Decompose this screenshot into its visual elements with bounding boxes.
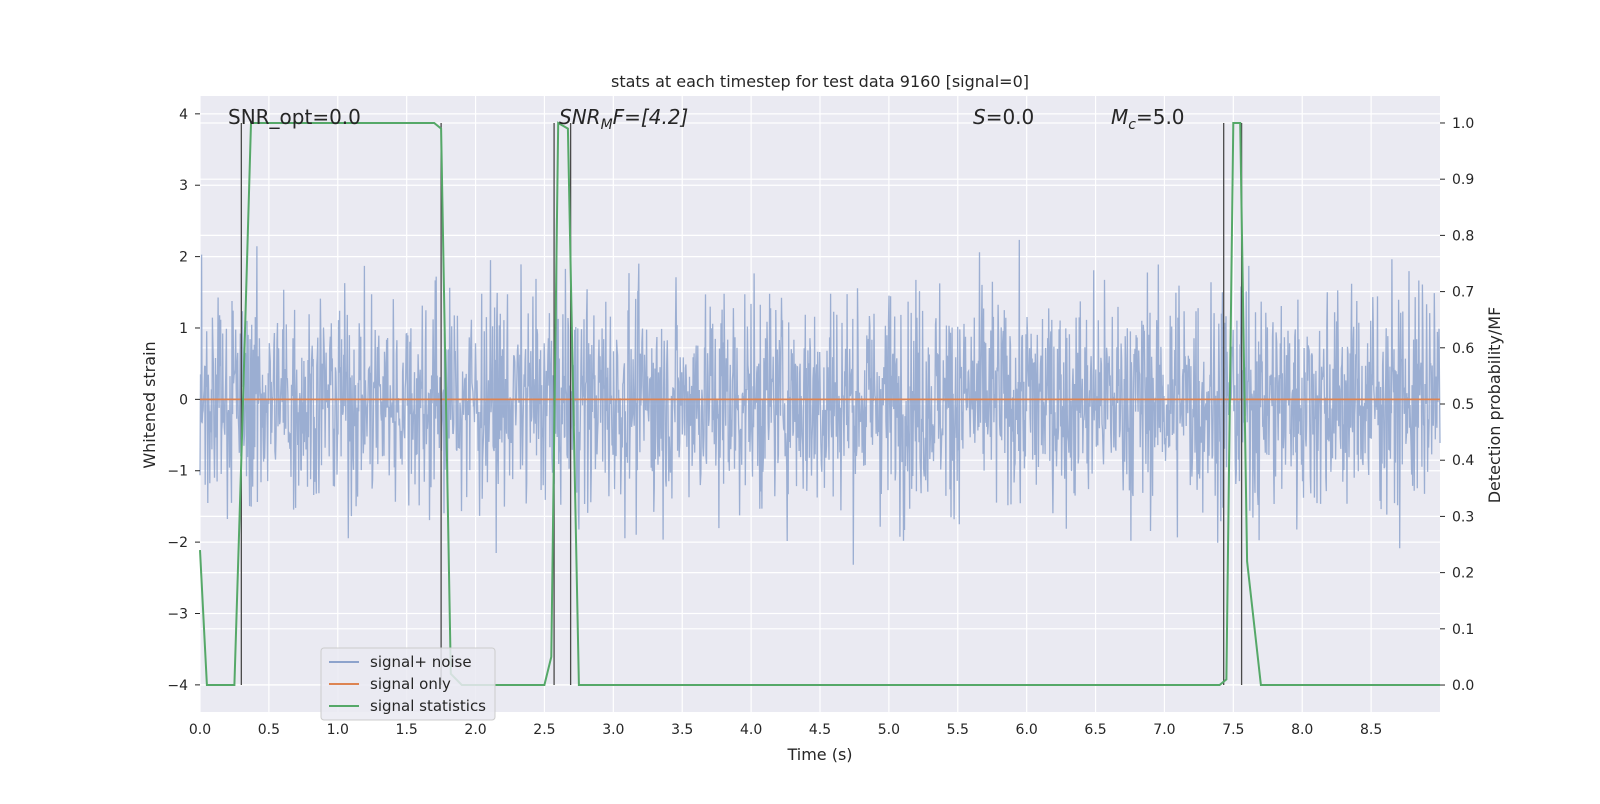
y-tick-label: 2: [179, 250, 188, 266]
tick-layer: 0.0 0.5 1.0 1.5 2.0 2.5 3.0 3.5 4.0 4.5 5.0 5.5 6.0 6…: [167, 107, 1474, 738]
y-tick-label: 3: [179, 178, 188, 194]
s-value: =0.0: [986, 105, 1035, 129]
y2-tick-label: 0.1: [1452, 622, 1474, 638]
y2-tick-label: 0.6: [1452, 341, 1474, 357]
y2-axis-label: Detection probability/MF: [1485, 307, 1504, 504]
x-tick-label: 0.0: [189, 722, 211, 738]
snr-mf-rest: F=[4.2]: [613, 105, 689, 129]
chart-title: stats at each timestep for test data 916…: [611, 72, 1029, 91]
mc-value: =5.0: [1136, 105, 1185, 129]
y-tick-label: −4: [167, 678, 188, 694]
legend-box: [320, 647, 496, 721]
series-signal-statistics: [199, 121, 1440, 686]
x-tick-label: 2.5: [533, 722, 555, 738]
y-tick-label: 4: [179, 107, 188, 123]
legend: signal+ noise signal only signal statist…: [320, 647, 496, 721]
y2-tick-label: 0.3: [1452, 509, 1474, 525]
y2-tick-label: 1.0: [1452, 116, 1474, 132]
x-tick-label: 1.0: [327, 722, 349, 738]
noise-layer: [199, 217, 1441, 565]
x-tick-label: 8.0: [1291, 722, 1313, 738]
y-tick-label: 1: [179, 321, 188, 337]
x-tick-label: 1.5: [396, 722, 418, 738]
snr-mf-f: F=[4.2]: [613, 105, 689, 129]
x-tick-label: 3.5: [671, 722, 693, 738]
x-tick-label: 5.5: [947, 722, 969, 738]
y2-tick-label: 0.8: [1452, 228, 1474, 244]
y-tick-label: −3: [167, 606, 188, 622]
x-tick-label: 2.0: [464, 722, 486, 738]
y2-tick-label: 0.0: [1452, 678, 1474, 694]
x-tick-label: 6.5: [1084, 722, 1106, 738]
snr-mf-sub: M: [601, 117, 613, 133]
y-tick-label: 0: [179, 392, 188, 408]
x-tick-label: 8.5: [1360, 722, 1382, 738]
y-tick-label: −2: [167, 535, 188, 551]
y2-tick-label: 0.5: [1452, 397, 1474, 413]
annotation-mc: Mc=5.0: [1111, 105, 1185, 133]
x-tick-label: 6.0: [1016, 722, 1038, 738]
legend-label-signal: signal only: [370, 675, 451, 693]
y2-tick-label: 0.9: [1452, 172, 1474, 188]
x-tick-label: 7.0: [1153, 722, 1175, 738]
vline-layer: [199, 121, 1440, 686]
mc-symbol: M: [1111, 105, 1128, 129]
y2-tick-label: 0.4: [1452, 453, 1474, 469]
annotation-snr-opt: SNR_opt=0.0: [228, 105, 361, 129]
annotation-s: S=0.0: [973, 105, 1034, 129]
legend-label-stats: signal statistics: [370, 697, 486, 715]
x-tick-label: 5.0: [878, 722, 900, 738]
mc-subscript: c: [1128, 117, 1136, 133]
x-tick-label: 4.0: [740, 722, 762, 738]
snr-mf-base: SNR: [559, 105, 601, 129]
y2-tick-label: 0.7: [1452, 285, 1474, 301]
y-tick-label: −1: [167, 464, 188, 480]
legend-label-noise: signal+ noise: [370, 653, 472, 671]
x-tick-label: 0.5: [258, 722, 280, 738]
series-signal-noise: [199, 217, 1441, 565]
x-axis-label: Time (s): [786, 745, 852, 764]
y-axis-label: Whitened strain: [140, 341, 159, 468]
s-symbol: S: [973, 105, 986, 129]
x-tick-label: 7.5: [1222, 722, 1244, 738]
y2-tick-label: 0.2: [1452, 566, 1474, 582]
x-tick-label: 4.5: [809, 722, 831, 738]
annotation-snr-mf: SNRMF=[4.2]: [559, 105, 688, 133]
x-tick-label: 3.0: [602, 722, 624, 738]
